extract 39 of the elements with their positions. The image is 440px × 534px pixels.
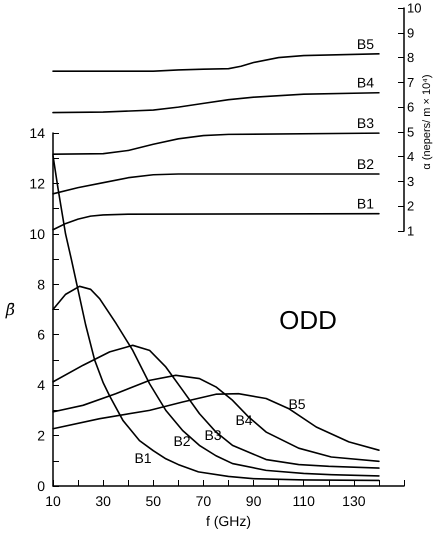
y-axis-title: β̄ (4, 300, 15, 319)
x-tick-label: 110 (292, 493, 316, 509)
y-tick-label: 4 (37, 377, 46, 394)
x-tick-label: 70 (196, 493, 212, 509)
line-series (52, 92, 380, 114)
y-tick-label: 3 (407, 174, 414, 189)
series-label: B2 (356, 156, 374, 172)
y-tick-label: 6 (407, 100, 414, 115)
series-label: B3 (356, 115, 374, 132)
y-tick-label: 9 (407, 25, 414, 40)
x-tick-label: 90 (246, 493, 262, 509)
y-tick-label: 2 (37, 428, 46, 444)
y-tick-label: 10 (407, 0, 422, 16)
series-label: B1 (356, 196, 374, 212)
y-tick-label: 8 (37, 276, 46, 292)
y-tick-label: 0 (37, 478, 46, 494)
annotation: B5 (288, 396, 306, 412)
y-tick-label: 14 (29, 125, 46, 141)
series-label: B5 (356, 36, 374, 52)
y-tick-label: 5 (407, 124, 414, 140)
y-tick-label: 10 (29, 226, 46, 242)
y-axis-title: α (nepers/ m × 10⁴) (421, 74, 433, 170)
annotation: B3 (204, 427, 222, 443)
y-tick-label: 6 (37, 326, 46, 343)
line-series (52, 53, 380, 72)
y-tick-label: 12 (29, 175, 46, 192)
x-axis-title: f (GHz) (206, 513, 252, 529)
annotation: ODD (279, 305, 337, 335)
x-tick-label: 130 (342, 493, 366, 509)
y-tick-label: 7 (407, 74, 414, 90)
annotation: B2 (173, 433, 191, 449)
annotation: B1 (134, 450, 152, 466)
x-tick-label: 50 (145, 493, 162, 509)
y-tick-label: 4 (407, 149, 414, 164)
y-tick-label: 8 (407, 50, 414, 66)
series-label: B4 (356, 74, 374, 91)
y-tick-label: 1 (407, 224, 414, 238)
x-tick-label: 30 (95, 493, 112, 509)
y-tick-label: 2 (407, 198, 414, 214)
